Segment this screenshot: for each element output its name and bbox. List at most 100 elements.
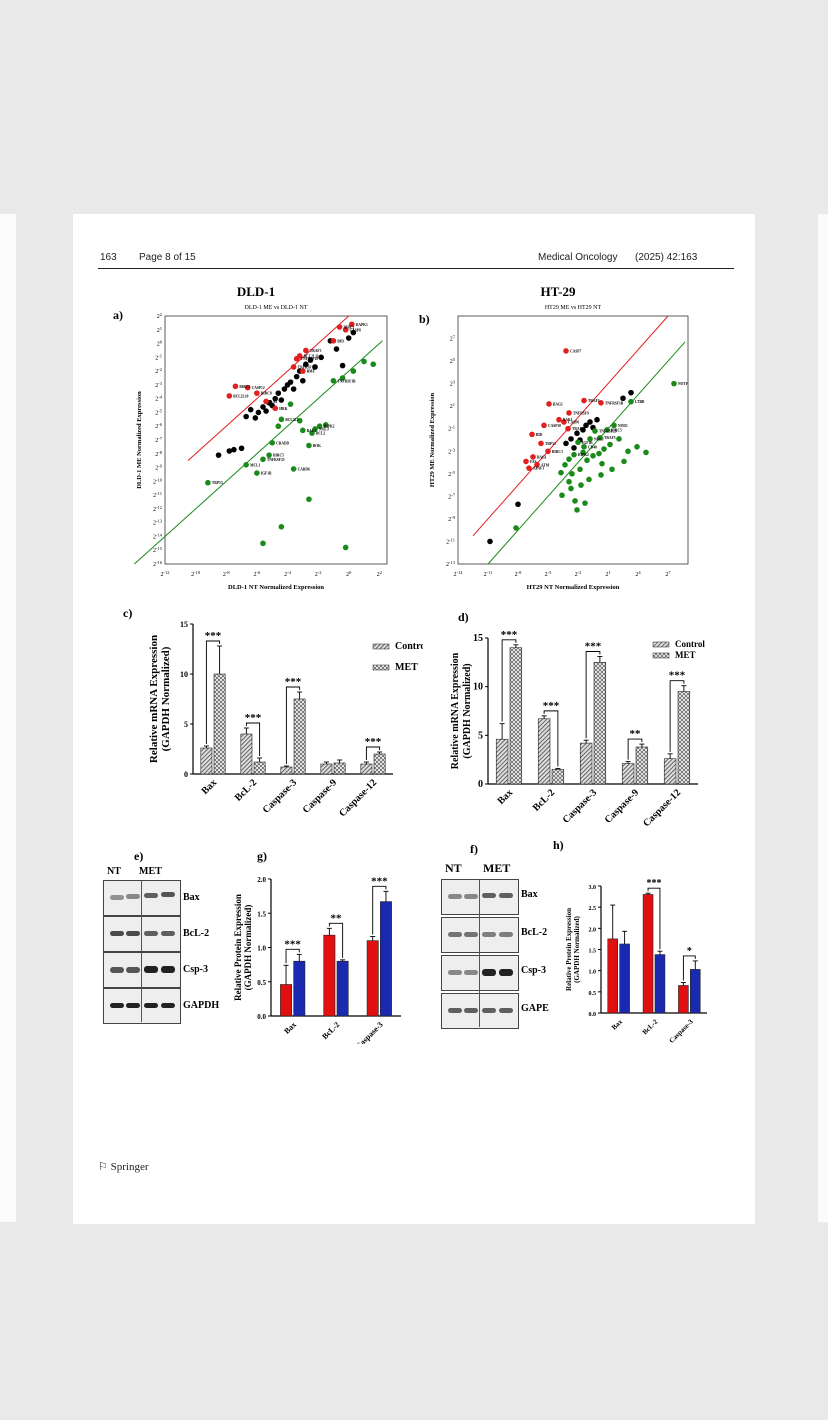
- gene-label: BID: [337, 339, 344, 343]
- data-point-up: [538, 440, 544, 447]
- y-tick-label: 2-6: [155, 422, 162, 431]
- bar-met: [380, 901, 392, 1017]
- data-point-up: [342, 326, 349, 333]
- data-point-down: [577, 466, 583, 473]
- gene-label: CASP6: [568, 420, 579, 424]
- gene-label: BMF: [307, 370, 316, 374]
- bar-chart-c: 0 5 10 15 Relative mRNA Expression (GAPDH Nor…: [148, 620, 423, 819]
- section-title-dld1: DLD-1: [236, 284, 276, 299]
- data-point-neutral: [318, 354, 324, 361]
- y-tick-label: 2.5: [589, 906, 597, 912]
- y-tick-label: 2-13: [153, 518, 163, 527]
- western-blot-f: NT MET Bax BcL-2 Csp-3 GAPE: [441, 859, 551, 1029]
- gene-label: BAG3: [307, 429, 317, 433]
- bar-met: [293, 960, 306, 1017]
- x-tick-label: 2-8: [515, 570, 522, 579]
- legend-label: MET: [395, 662, 418, 673]
- data-point-down: [671, 380, 677, 387]
- data-point-up: [336, 324, 343, 330]
- data-point-down: [628, 398, 634, 405]
- data-point-neutral: [303, 361, 309, 368]
- data-point-down: [266, 452, 272, 458]
- data-point-down: [611, 422, 617, 429]
- y-tick-label: 2-16: [153, 560, 163, 569]
- y-tick-label: 20: [157, 339, 163, 348]
- x-tick-label: 2-4: [284, 570, 291, 579]
- data-point-down: [592, 428, 598, 434]
- blot-row-bax: [103, 880, 181, 916]
- bar-met: [635, 746, 649, 785]
- bar-chart-d: 0 5 10 15 Relative mRNA Expression (GAPDH Nor…: [450, 629, 705, 829]
- bar-met: [690, 969, 701, 1014]
- y-tick-label: 2-12: [153, 504, 162, 513]
- gene-label: APAF1: [533, 467, 544, 471]
- data-point-up: [526, 465, 532, 471]
- significance-marker: ***: [543, 700, 560, 712]
- gene-label: BCL2: [316, 432, 325, 436]
- significance-marker: **: [630, 728, 642, 740]
- y-axis-label: Relative Protein Expression: [565, 908, 573, 991]
- y-tick-label: 2-1: [448, 424, 455, 433]
- data-point-neutral: [628, 389, 634, 396]
- y-tick-label: 21: [157, 325, 162, 334]
- data-point-neutral: [215, 452, 222, 458]
- page-number: 163: [100, 252, 117, 263]
- category-label: Caspase-3: [261, 777, 299, 815]
- bar-control: [579, 742, 593, 785]
- significance-marker: ***: [501, 629, 518, 641]
- x-tick-label: 2-8: [223, 570, 230, 579]
- panel-label-h: h): [553, 838, 564, 852]
- bar-control: [280, 766, 293, 775]
- panel-label-g: g): [257, 849, 267, 863]
- significance-bracket: [585, 651, 601, 739]
- data-point-down: [260, 540, 266, 547]
- gene-label: TRP53: [212, 481, 223, 485]
- data-point-up: [232, 383, 239, 390]
- data-point-down: [582, 500, 588, 506]
- bar-control: [621, 763, 635, 785]
- gene-label: TNFRSF25: [267, 458, 285, 462]
- data-point-up: [303, 347, 309, 354]
- data-point-down: [370, 361, 377, 368]
- lane-label-met: MET: [483, 861, 511, 875]
- y-tick-label: 2.0: [589, 927, 597, 933]
- plot-frame: [164, 315, 388, 565]
- data-point-down: [322, 422, 329, 428]
- gene-label: CASP10: [548, 424, 561, 428]
- y-tick-label: 0.0: [257, 1013, 266, 1021]
- blot-label-bax: Bax: [521, 889, 538, 900]
- y-axis-label: DLD-1 ME Normalized Expression: [136, 391, 143, 489]
- gene-label: BOK: [313, 444, 321, 448]
- data-point-up: [263, 398, 269, 405]
- category-label: Caspase-3: [561, 787, 599, 825]
- data-point-down: [309, 430, 315, 436]
- data-point-neutral: [226, 448, 233, 454]
- y-tick-label: 2-11: [153, 491, 162, 500]
- blot-label-csp3: Csp-3: [521, 965, 547, 976]
- category-label: Bax: [496, 787, 516, 807]
- significance-marker: ***: [205, 630, 222, 642]
- legend-swatch: [372, 664, 390, 671]
- data-point-down: [306, 496, 312, 503]
- x-tick-label: 2-6: [253, 570, 260, 579]
- legend-label: Control: [675, 639, 705, 649]
- data-point-up: [254, 390, 260, 396]
- data-point-down: [604, 427, 610, 433]
- category-label: BcL-2: [641, 1017, 660, 1036]
- bar-control: [537, 718, 551, 785]
- bar-control: [360, 763, 373, 775]
- data-point-down: [581, 443, 587, 450]
- data-point-neutral: [620, 395, 626, 402]
- data-point-neutral: [594, 416, 600, 423]
- data-point-down: [350, 368, 357, 374]
- data-point-down: [562, 462, 568, 468]
- y-tick-label: 0.5: [257, 979, 266, 987]
- y-tick-label: 0.0: [589, 1012, 597, 1018]
- data-point-down: [597, 434, 603, 441]
- bar-control: [607, 938, 618, 1014]
- data-point-down: [599, 460, 605, 467]
- significance-marker: ***: [647, 878, 662, 889]
- gene-label: RIPK2: [324, 425, 335, 429]
- data-point-down: [598, 472, 604, 478]
- blot-label-gapdh: GAPDH: [183, 1000, 220, 1011]
